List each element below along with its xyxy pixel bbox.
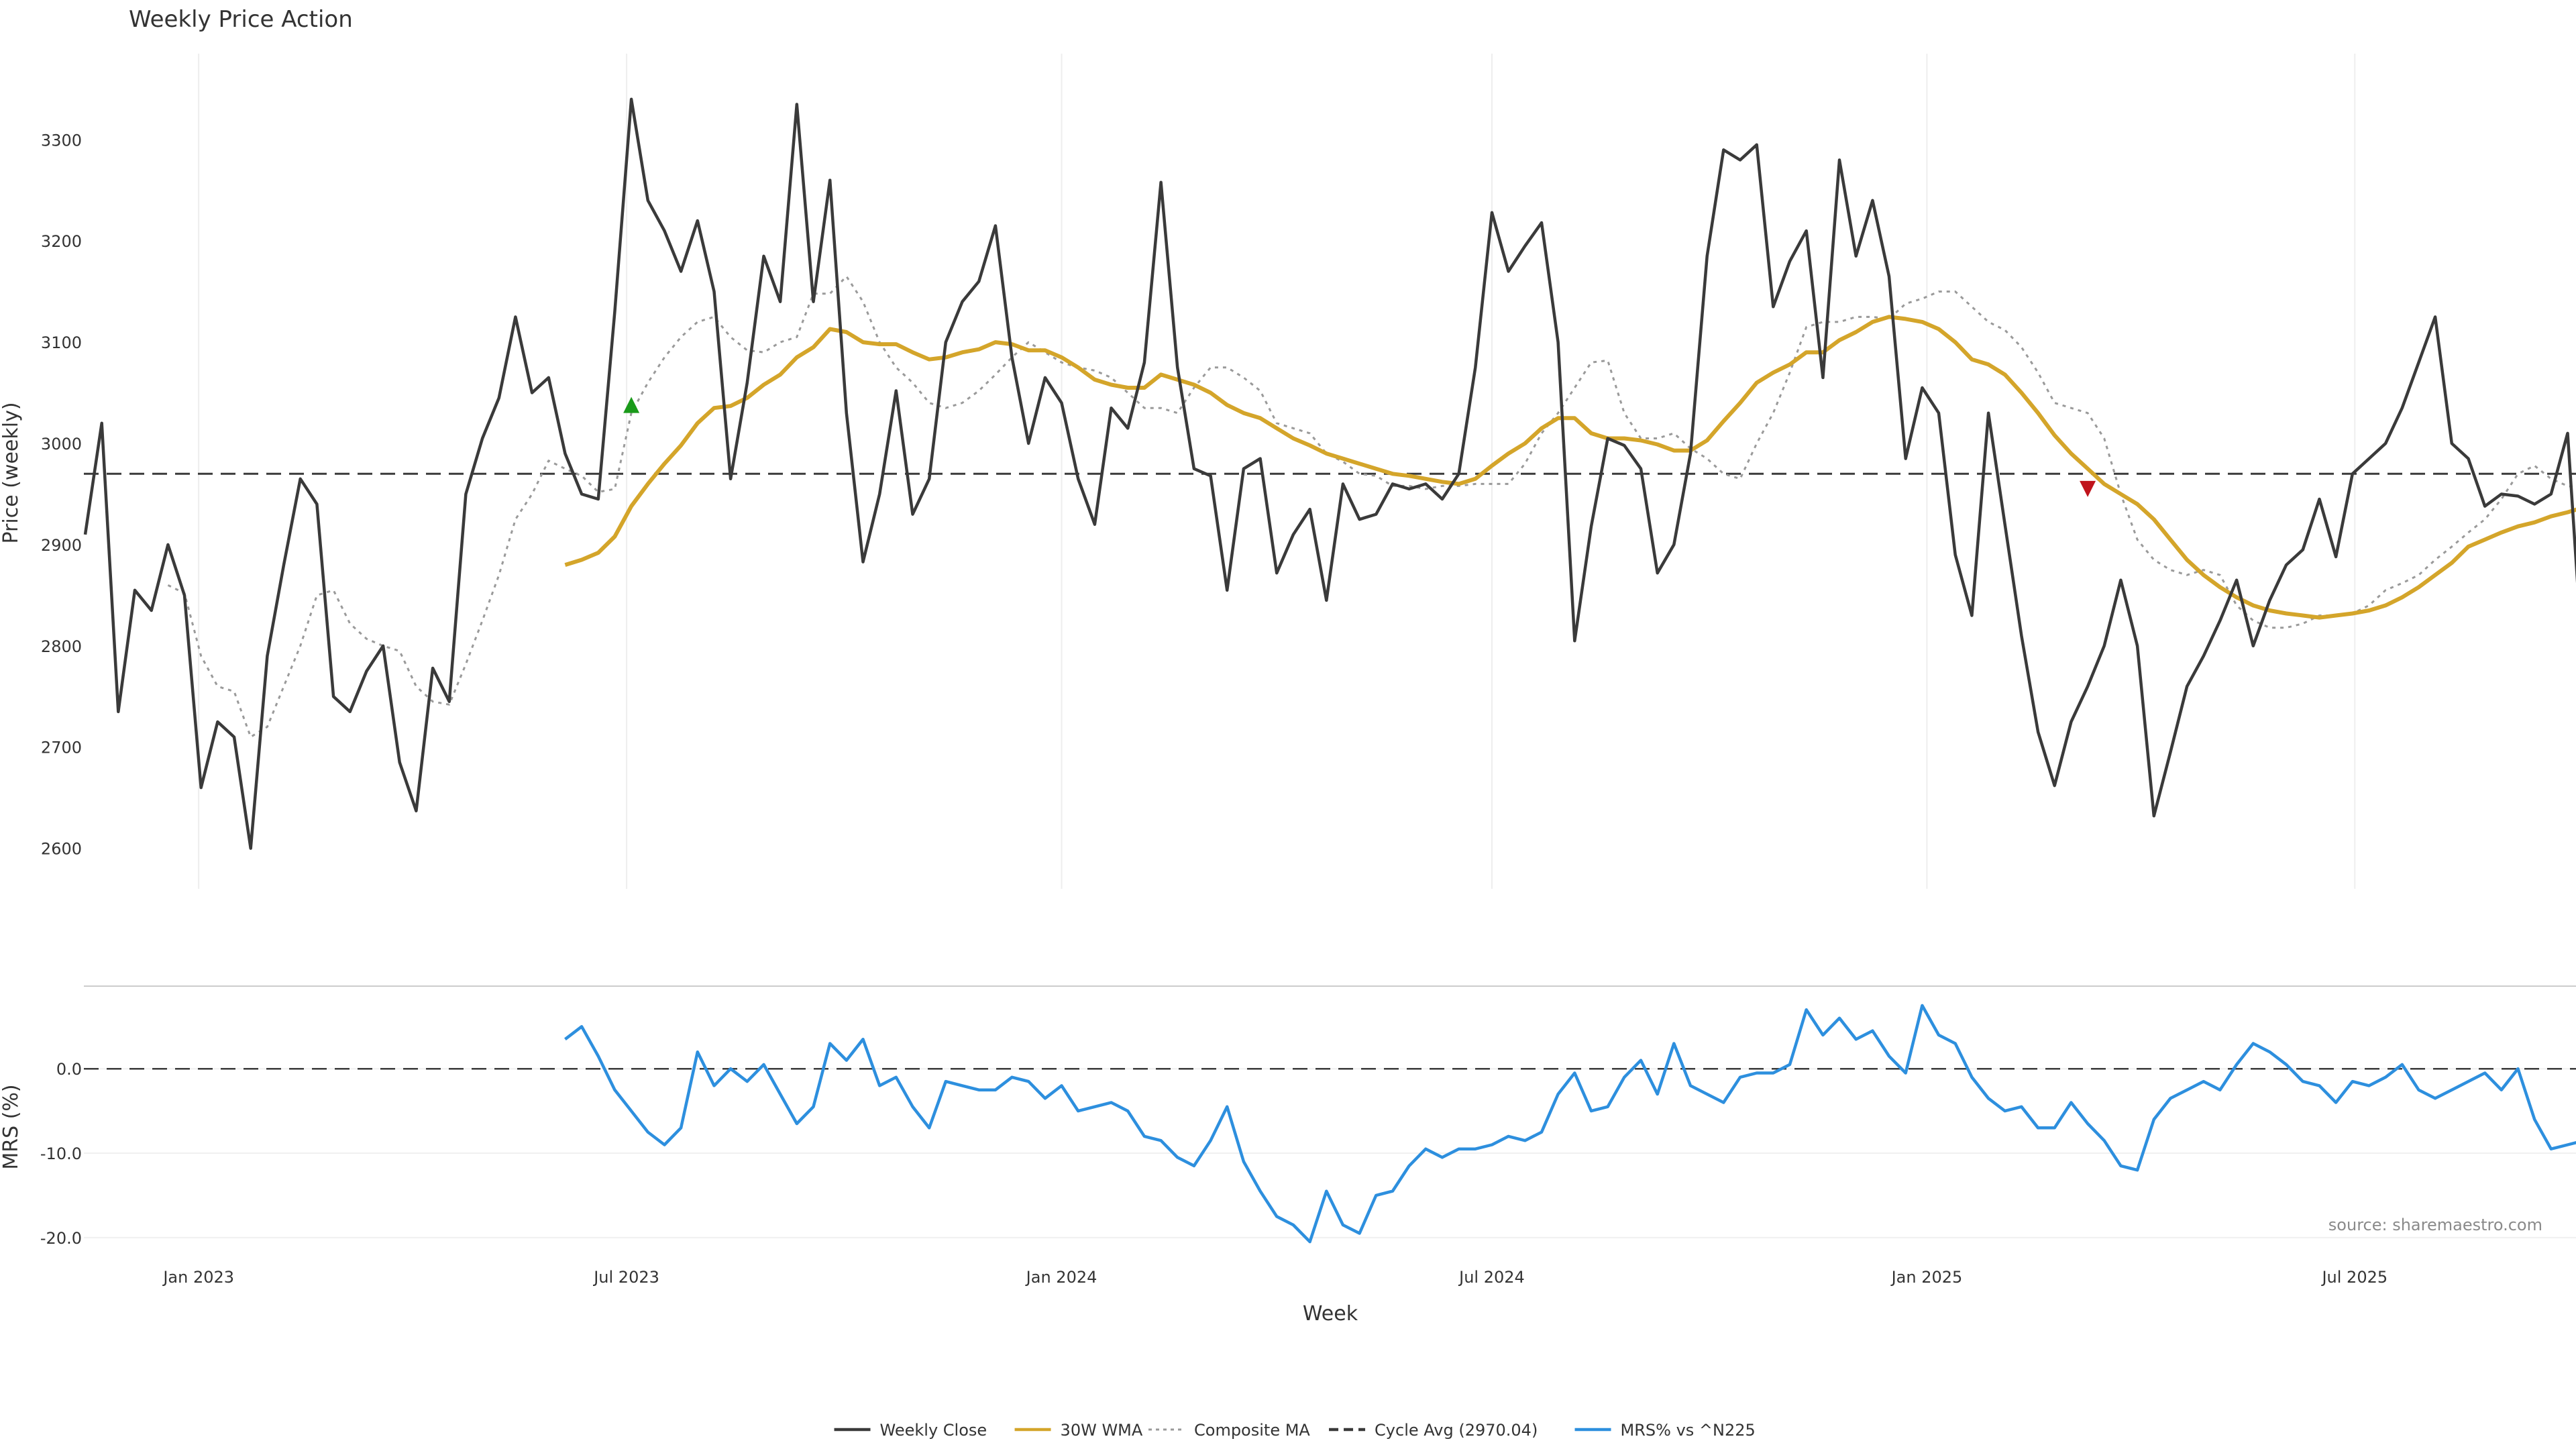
series-layer (83, 97, 2576, 1244)
mrs-y-tick-label: 0.0 (56, 1060, 82, 1079)
mrs-axis-label: MRS (%) (0, 1084, 23, 1169)
x-tick-label: Jul 2024 (1458, 1268, 1525, 1287)
sell-signal-marker (2080, 480, 2096, 497)
legend-item-label: MRS% vs ^N225 (1621, 1421, 1756, 1440)
x-tick-label: Jan 2025 (1890, 1268, 1963, 1287)
price-y-tick-label: 2900 (41, 536, 82, 555)
legend-item-label: Cycle Avg (2970.04) (1375, 1421, 1538, 1440)
x-tick-label: Jul 2023 (592, 1268, 659, 1287)
marker-layer (623, 396, 2096, 497)
price-y-tick-label: 2700 (41, 739, 82, 757)
price-axis-label: Price (weekly) (0, 402, 23, 543)
price-y-tick-label: 2600 (41, 840, 82, 859)
legend-item-label: 30W WMA (1061, 1421, 1143, 1440)
legend-item-label: Composite MA (1194, 1421, 1310, 1440)
legend-item-label: Weekly Close (880, 1421, 987, 1440)
chart-title: Weekly Price Action (129, 6, 353, 33)
source-note: source: sharemaestro.com (2328, 1216, 2542, 1234)
price-y-tick-label: 3000 (41, 435, 82, 453)
x-axis-label: Week (1303, 1302, 1358, 1326)
wma30-line (564, 315, 2576, 620)
mrs-y-tick-label: -10.0 (40, 1144, 82, 1163)
reference-lines (84, 472, 2576, 1070)
legend: Weekly Close 30W WMA Composite MA Cycle Avg… (834, 1421, 1756, 1440)
price-y-tick-label: 3300 (41, 131, 82, 150)
buy-signal-marker (623, 396, 640, 413)
x-tick-label: Jan 2024 (1025, 1268, 1097, 1287)
price-y-tick-label: 2800 (41, 637, 82, 656)
weekly-close-line (83, 97, 2576, 850)
price-y-tick-label: 3200 (41, 232, 82, 251)
x-tick-label: Jan 2023 (162, 1268, 234, 1287)
tick-layer: Jan 2023 Jul 2023 Jan 2024 Jul 2024 Jan 2025… (40, 131, 2387, 1287)
mrs-y-tick-label: -20.0 (40, 1229, 82, 1248)
mrs-line (564, 1004, 2576, 1244)
grid-layer (84, 54, 2576, 1238)
x-tick-label: Jul 2025 (2320, 1268, 2387, 1287)
price-y-tick-label: 3100 (41, 333, 82, 352)
composite-ma-line (167, 275, 2576, 739)
